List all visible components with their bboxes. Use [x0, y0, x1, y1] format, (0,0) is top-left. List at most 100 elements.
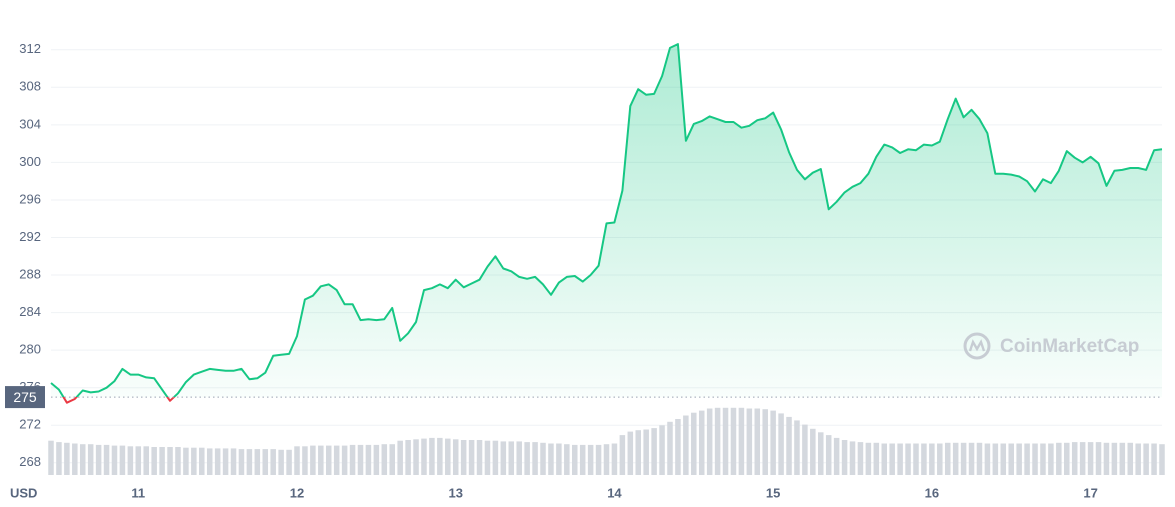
volume-bar — [548, 443, 554, 475]
volume-bar — [730, 407, 737, 475]
volume-bar — [889, 443, 895, 475]
volume-bar — [357, 444, 364, 475]
volume-bar — [929, 443, 935, 475]
volume-bar — [445, 438, 451, 475]
x-tick-label: 14 — [607, 485, 622, 500]
volume-bar — [881, 443, 888, 475]
x-tick-label: 12 — [290, 485, 304, 500]
volume-bar — [206, 448, 213, 475]
volume-bar — [825, 435, 832, 475]
volume-bar — [659, 425, 665, 475]
volume-bar — [151, 447, 157, 475]
volume-bar — [619, 435, 626, 475]
watermark-text: CoinMarketCap — [1000, 336, 1139, 357]
volume-bar — [746, 408, 753, 475]
volume-bar — [913, 443, 919, 475]
volume-bar — [199, 447, 205, 475]
volume-bar — [810, 428, 816, 475]
volume-bar — [135, 446, 142, 475]
volume-bar — [944, 442, 951, 475]
volume-bar — [873, 442, 880, 475]
volume-bar — [325, 445, 332, 475]
watermark: CoinMarketCap — [963, 332, 1139, 360]
y-tick-label: 288 — [19, 266, 41, 281]
x-tick-label: 15 — [766, 485, 780, 500]
volume-bar — [778, 413, 784, 475]
volume-bar — [770, 410, 776, 475]
volume-bar — [294, 446, 300, 475]
volume-bar — [1048, 443, 1054, 475]
volume-bar — [984, 443, 991, 475]
volume-bar — [532, 442, 538, 475]
volume-bar — [905, 443, 911, 475]
volume-bar — [1024, 443, 1030, 475]
volume-bar — [437, 437, 443, 475]
y-tick-label: 312 — [19, 41, 41, 56]
volume-bar — [675, 419, 681, 475]
volume-bar — [857, 442, 864, 475]
volume-bar — [341, 445, 348, 475]
volume-bar — [921, 443, 927, 475]
watermark-logo-mark — [968, 339, 986, 352]
volume-bar — [1135, 443, 1141, 475]
volume-bar — [952, 442, 959, 475]
y-tick-label: 280 — [19, 342, 41, 357]
y-tick-label: 268 — [19, 454, 41, 469]
volume-bar — [143, 446, 149, 475]
baseline-badge — [5, 386, 45, 409]
volume-bar — [191, 447, 197, 475]
volume-bar — [500, 441, 507, 475]
volume-bar — [373, 444, 380, 475]
volume-bar — [1111, 442, 1118, 475]
volume-bar — [802, 424, 808, 475]
volume-bar — [421, 438, 427, 475]
volume-bar — [389, 444, 395, 475]
volume-bar — [794, 420, 800, 475]
volume-bar — [564, 444, 570, 475]
volume-bar — [238, 449, 245, 475]
watermark-logo — [963, 332, 991, 360]
volume-bar — [897, 443, 903, 475]
volume-bar — [452, 439, 459, 475]
volume-bar — [603, 444, 610, 475]
volume-bar — [79, 444, 86, 475]
y-tick-label: 296 — [19, 191, 41, 206]
volume-bar — [643, 429, 649, 475]
volume-bar — [254, 449, 261, 475]
volume-bar — [1056, 442, 1062, 475]
volume-bar — [968, 442, 975, 475]
volume-bar — [627, 431, 634, 475]
volume-bar — [762, 409, 768, 475]
volume-bar — [524, 442, 530, 475]
volume-bar — [976, 442, 983, 475]
volume-bar — [960, 442, 967, 475]
volume-bar — [119, 445, 126, 475]
volume-bar — [1143, 443, 1149, 475]
volume-bar — [214, 448, 221, 475]
volume-bar — [64, 442, 70, 475]
volume-bar — [992, 443, 999, 475]
volume-bar — [611, 443, 618, 475]
volume-bar — [635, 430, 642, 475]
volume-bar — [278, 449, 284, 475]
volume-bar — [56, 442, 62, 475]
volume-bar — [1119, 442, 1126, 475]
volume-bar — [556, 443, 562, 475]
volume-bar — [492, 440, 499, 475]
volume-bar — [302, 446, 308, 475]
volume-bar — [667, 421, 673, 475]
volume-bar — [95, 444, 102, 475]
volume-bar — [1127, 442, 1134, 475]
volume-bar — [1103, 442, 1110, 475]
volume-bar — [706, 408, 713, 475]
volume-bar — [460, 440, 467, 475]
y-tick-label: 284 — [19, 304, 41, 319]
volume-bar — [818, 432, 824, 475]
volume-bar — [476, 440, 483, 475]
x-tick-label: 13 — [448, 485, 462, 500]
volume-bars — [48, 407, 1165, 475]
volume-bar — [738, 407, 745, 475]
volume-bar — [270, 449, 276, 475]
volume-bar — [540, 442, 546, 475]
